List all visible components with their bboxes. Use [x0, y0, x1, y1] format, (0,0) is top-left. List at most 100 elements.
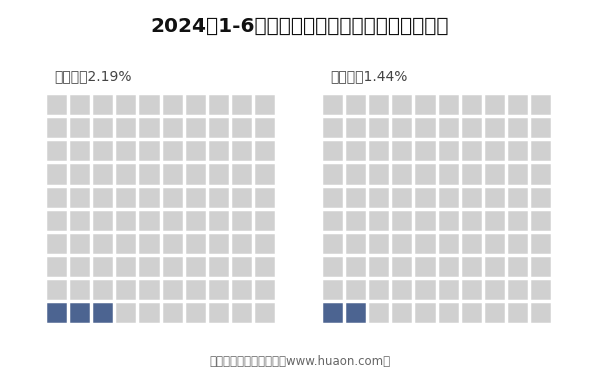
Bar [391, 232, 413, 254]
Bar [414, 163, 436, 185]
Bar [484, 140, 505, 162]
Bar [184, 117, 206, 139]
Bar [92, 117, 113, 139]
Bar [437, 232, 459, 254]
Bar [391, 117, 413, 139]
Bar [254, 209, 275, 231]
Bar [484, 256, 505, 277]
Bar [92, 302, 113, 323]
Bar [345, 256, 367, 277]
Bar [530, 117, 551, 139]
Bar [322, 279, 343, 300]
Bar [138, 163, 160, 185]
Text: 福利彩票2.19%: 福利彩票2.19% [54, 69, 131, 83]
Bar [391, 140, 413, 162]
Bar [530, 302, 551, 323]
Bar [184, 256, 206, 277]
Bar [460, 140, 482, 162]
Bar [345, 302, 367, 323]
Bar [437, 279, 459, 300]
Bar [460, 279, 482, 300]
Bar [208, 302, 229, 323]
Bar [184, 209, 206, 231]
Bar [46, 117, 67, 139]
Bar [69, 279, 91, 300]
Bar [69, 256, 91, 277]
Bar [530, 256, 551, 277]
Bar [184, 279, 206, 300]
Bar [208, 256, 229, 277]
Bar [230, 186, 252, 208]
Bar [345, 94, 367, 115]
Bar [161, 209, 183, 231]
Bar [484, 117, 505, 139]
Text: 体育彩票1.44%: 体育彩票1.44% [330, 69, 407, 83]
Bar [368, 302, 389, 323]
Bar [414, 94, 436, 115]
Bar [322, 163, 343, 185]
Bar [506, 186, 528, 208]
Bar [46, 279, 67, 300]
Text: 2024年1-6月广西福彩及体彩销售额占全国比重: 2024年1-6月广西福彩及体彩销售额占全国比重 [151, 17, 449, 36]
Bar [506, 209, 528, 231]
Bar [530, 186, 551, 208]
Bar [254, 232, 275, 254]
Bar [530, 209, 551, 231]
Bar [46, 232, 67, 254]
Bar [208, 232, 229, 254]
Bar [391, 163, 413, 185]
Bar [161, 94, 183, 115]
Bar [184, 186, 206, 208]
Bar [254, 163, 275, 185]
Bar [254, 140, 275, 162]
Bar [115, 279, 137, 300]
Bar [506, 94, 528, 115]
Bar [115, 117, 137, 139]
Bar [484, 94, 505, 115]
Bar [414, 256, 436, 277]
Bar [484, 186, 505, 208]
Bar [368, 140, 389, 162]
Bar [414, 209, 436, 231]
Bar [530, 140, 551, 162]
Bar [69, 94, 91, 115]
Bar [530, 94, 551, 115]
Bar [92, 256, 113, 277]
Bar [138, 186, 160, 208]
Bar [254, 186, 275, 208]
Bar [368, 186, 389, 208]
Bar [506, 117, 528, 139]
Bar [530, 163, 551, 185]
Bar [115, 94, 137, 115]
Bar [437, 256, 459, 277]
Bar [368, 94, 389, 115]
Bar [92, 186, 113, 208]
Bar [437, 209, 459, 231]
Bar [230, 117, 252, 139]
Bar [345, 186, 367, 208]
Bar [161, 140, 183, 162]
Bar [368, 256, 389, 277]
Bar [254, 94, 275, 115]
Bar [208, 117, 229, 139]
Bar [460, 256, 482, 277]
Bar [345, 140, 367, 162]
Bar [161, 117, 183, 139]
Bar [230, 302, 252, 323]
Bar [460, 302, 482, 323]
Bar [322, 140, 343, 162]
Bar [184, 302, 206, 323]
Bar [322, 94, 343, 115]
Bar [506, 302, 528, 323]
Bar [368, 163, 389, 185]
Bar [437, 302, 459, 323]
Bar [69, 209, 91, 231]
Bar [230, 163, 252, 185]
Bar [484, 163, 505, 185]
Bar [69, 163, 91, 185]
Bar [46, 256, 67, 277]
Bar [208, 94, 229, 115]
Bar [391, 186, 413, 208]
Bar [414, 232, 436, 254]
Bar [184, 140, 206, 162]
